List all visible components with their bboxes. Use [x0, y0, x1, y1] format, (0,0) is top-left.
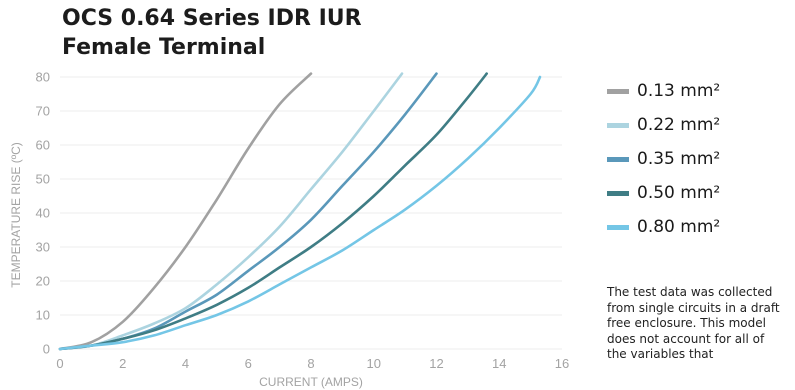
x-tick-label: 2	[119, 356, 126, 371]
test-data-note: The test data was collected from single …	[607, 285, 780, 361]
x-tick-label: 12	[429, 356, 443, 371]
legend-item: 0.13 mm²	[607, 74, 720, 108]
chart-title-line-2: Female Terminal	[62, 35, 266, 60]
y-axis-label: TEMPERATURE RISE (ºC)	[9, 142, 23, 288]
series-line-3	[58, 72, 438, 351]
legend-item: 0.80 mm²	[607, 210, 720, 244]
x-tick-label: 4	[182, 356, 189, 371]
y-tick-label: 10	[36, 308, 50, 323]
y-axis-ticks: 0 10 20 30 40 50 60 70 80	[36, 70, 50, 357]
y-tick-label: 60	[36, 138, 50, 153]
x-tick-label: 0	[56, 356, 63, 371]
series-line-4	[58, 72, 488, 351]
x-tick-label: 8	[307, 356, 314, 371]
y-tick-label: 70	[36, 104, 50, 119]
x-tick-label: 6	[245, 356, 252, 371]
series-line-5	[58, 75, 542, 351]
x-axis-label: CURRENT (AMPS)	[259, 375, 363, 389]
data-series	[58, 72, 542, 351]
legend-label: 0.13 mm²	[637, 81, 721, 101]
chart-title: OCS 0.64 Series IDR IUR Female Terminal	[62, 4, 362, 62]
y-tick-label: 0	[43, 342, 50, 357]
legend-swatch	[607, 156, 629, 162]
legend-swatch	[607, 224, 629, 230]
y-tick-label: 50	[36, 172, 50, 187]
chart-title-line-1: OCS 0.64 Series IDR IUR	[62, 6, 362, 31]
grid-lines	[60, 76, 562, 350]
legend-swatch	[607, 88, 629, 94]
legend-item: 0.35 mm²	[607, 142, 720, 176]
legend-label: 0.50 mm²	[637, 183, 721, 203]
x-tick-label: 10	[367, 356, 381, 371]
y-tick-label: 20	[36, 274, 50, 289]
legend-swatch	[607, 190, 629, 196]
legend-swatch	[607, 122, 629, 128]
x-tick-label: 14	[492, 356, 506, 371]
legend-label: 0.35 mm²	[637, 149, 721, 169]
y-tick-label: 40	[36, 206, 50, 221]
chart-legend: 0.13 mm² 0.22 mm² 0.35 mm² 0.50 mm² 0.80…	[607, 74, 720, 244]
legend-item: 0.50 mm²	[607, 176, 720, 210]
legend-label: 0.80 mm²	[637, 217, 721, 237]
legend-label: 0.22 mm²	[637, 115, 721, 135]
legend-item: 0.22 mm²	[607, 108, 720, 142]
x-axis-ticks: 0 2 4 6 8 10 12 14 16	[56, 356, 569, 371]
x-tick-label: 16	[555, 356, 569, 371]
series-line-2	[58, 72, 404, 351]
series-line-1	[58, 72, 313, 351]
y-tick-label: 30	[36, 240, 50, 255]
y-tick-label: 80	[36, 70, 50, 85]
